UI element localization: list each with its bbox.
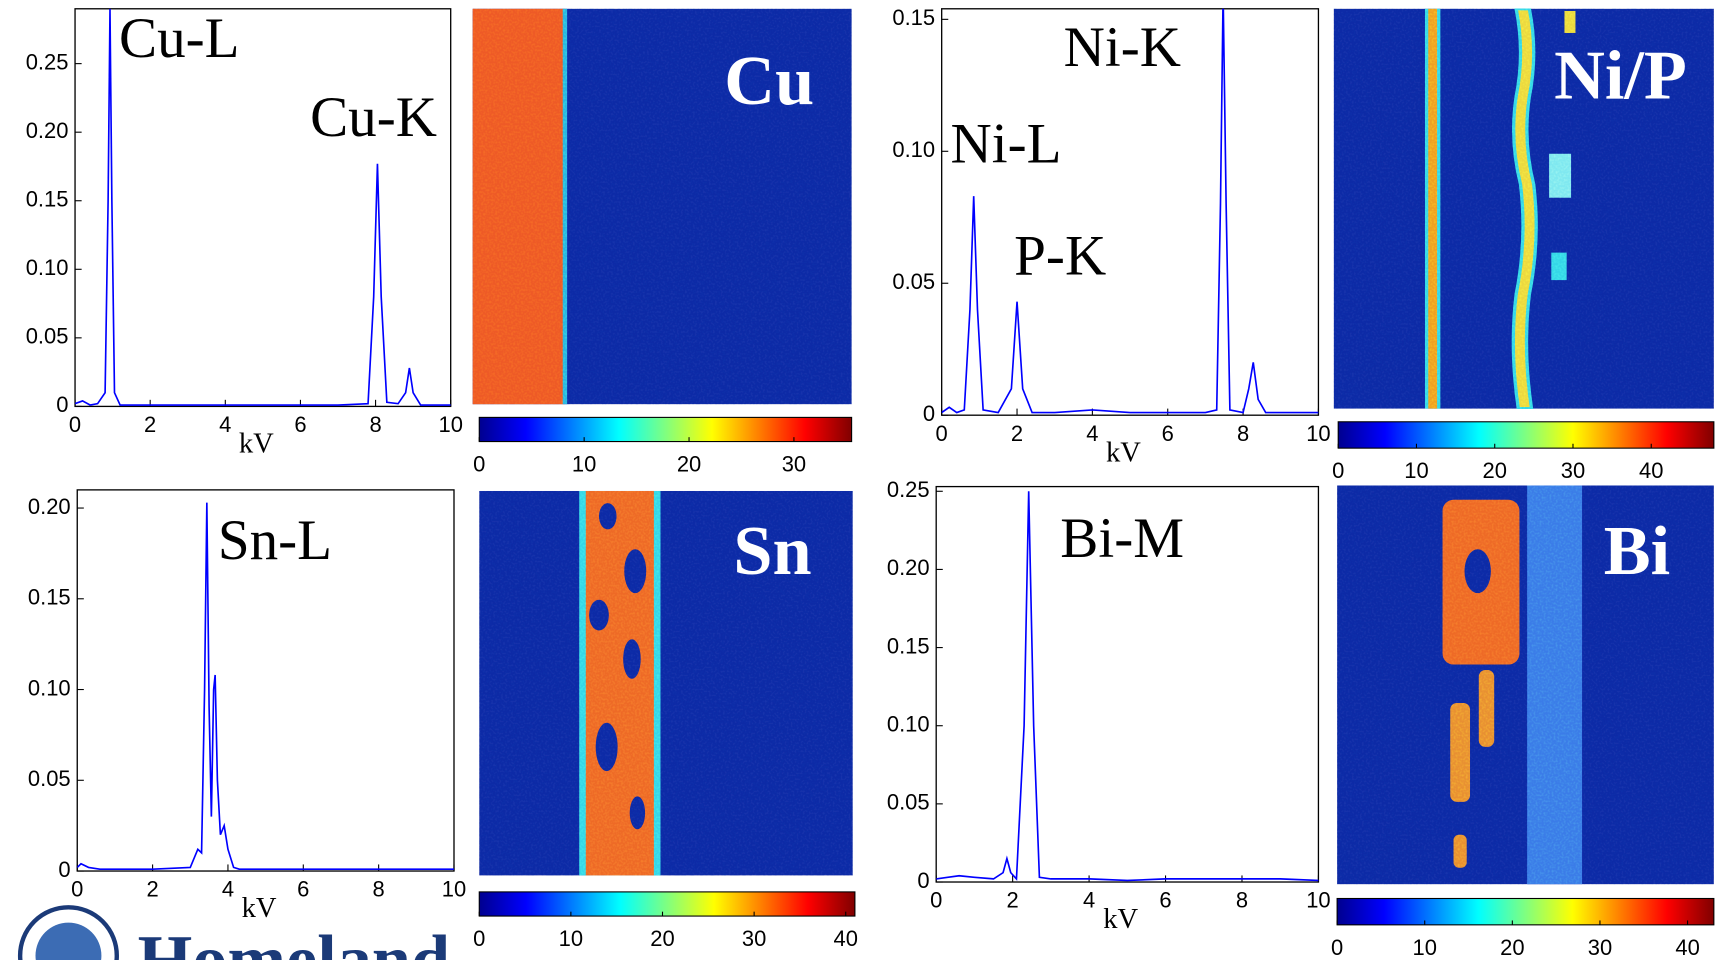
logo: Homeland [17, 905, 450, 960]
y-tick-label: 0.05 [26, 324, 69, 349]
y-tick-label: 0 [923, 401, 935, 426]
colorbar-tick-label: 10 [1404, 458, 1428, 483]
spectrum-line [75, 8, 451, 406]
x-tick-label: 8 [369, 412, 381, 437]
colorbar-tick-label: 0 [1332, 458, 1344, 483]
colorbar-tick-label: 20 [1500, 935, 1524, 960]
y-tick-label: 0.15 [28, 585, 71, 610]
x-tick-label: 10 [438, 412, 462, 437]
x-tick-label: 4 [1086, 421, 1098, 446]
spectrum-line [936, 491, 1319, 882]
colorbar-tick-label: 10 [1413, 935, 1437, 960]
bi-map-image [1337, 485, 1714, 885]
colorbar-tick-label: 0 [1331, 935, 1343, 960]
x-tick-label: 6 [1159, 888, 1171, 913]
x-tick-label: 2 [1007, 888, 1019, 913]
x-tick-label: 6 [1162, 421, 1174, 446]
plot-area [935, 485, 1320, 883]
map-label: Sn [733, 512, 811, 590]
y-tick-label: 0.15 [26, 187, 69, 212]
x-tick-label: 6 [294, 412, 306, 437]
x-tick-label: 10 [1306, 421, 1330, 446]
colorbar [1336, 897, 1715, 926]
colorbar-tick-label: 20 [1483, 458, 1507, 483]
y-tick-label: 0.05 [887, 790, 930, 815]
y-tick-label: 0.25 [887, 477, 930, 502]
sn-map-image [479, 490, 853, 876]
y-tick-label: 0.20 [887, 555, 930, 580]
colorbar-tick-label: 30 [742, 926, 766, 951]
plot-area [76, 489, 455, 872]
x-tick-label: 2 [144, 412, 156, 437]
spectrum-line [77, 502, 454, 871]
x-tick-label: 2 [146, 877, 158, 902]
colorbar-tick-label: 20 [650, 926, 674, 951]
x-tick-label: 8 [1237, 421, 1249, 446]
y-tick-label: 0 [58, 857, 70, 882]
colorbar-tick-label: 40 [834, 926, 858, 951]
y-tick-label: 0.10 [887, 712, 930, 737]
y-tick-label: 0.20 [26, 118, 69, 143]
spectrum-line [941, 8, 1319, 414]
peak-annotation: Sn-L [218, 509, 332, 572]
peak-annotation: Cu-K [310, 86, 437, 149]
cu-map-image [472, 8, 852, 405]
colorbar-tick-label: 30 [1561, 458, 1585, 483]
x-tick-label: 10 [442, 877, 466, 902]
colorbar-tick-label: 20 [677, 452, 701, 477]
colorbar-tick-label: 40 [1675, 935, 1699, 960]
colorbar-tick-label: 40 [1639, 458, 1663, 483]
map-label: Cu [724, 42, 814, 120]
y-tick-label: 0.25 [26, 49, 69, 74]
plot-area [941, 8, 1320, 416]
x-tick-label: 4 [222, 877, 234, 902]
x-tick-label: 10 [1306, 888, 1330, 913]
x-axis-label: kV [242, 893, 277, 924]
x-axis-label: kV [1106, 437, 1141, 468]
y-tick-label: 0.05 [892, 269, 935, 294]
x-axis-label: kV [239, 428, 274, 459]
peak-annotation: Ni-L [950, 112, 1061, 175]
y-tick-label: 0.15 [887, 633, 930, 658]
x-tick-label: 0 [71, 877, 83, 902]
peak-annotation: P-K [1014, 225, 1106, 288]
colorbar [478, 891, 856, 917]
y-tick-label: 0.20 [28, 494, 71, 519]
colorbar-tick-label: 30 [1588, 935, 1612, 960]
y-tick-label: 0 [56, 392, 68, 417]
map-label: Ni/P [1554, 37, 1687, 115]
colorbar [478, 416, 853, 443]
peak-annotation: Bi-M [1060, 507, 1184, 570]
y-tick-label: 0.10 [28, 675, 71, 700]
colorbar [1337, 421, 1715, 449]
y-tick-label: 0.10 [892, 137, 935, 162]
x-tick-label: 0 [69, 412, 81, 437]
y-tick-label: 0.05 [28, 766, 71, 791]
colorbar-tick-label: 0 [473, 926, 485, 951]
x-tick-label: 0 [936, 421, 948, 446]
y-tick-label: 0.10 [26, 255, 69, 280]
x-tick-label: 0 [930, 888, 942, 913]
map-label: Bi [1604, 512, 1670, 590]
peak-annotation: Ni-K [1064, 16, 1181, 79]
x-tick-label: 2 [1011, 421, 1023, 446]
plot-area [74, 8, 452, 408]
y-tick-label: 0 [917, 868, 929, 893]
x-tick-label: 8 [373, 877, 385, 902]
colorbar-tick-label: 30 [782, 452, 806, 477]
colorbar-tick-label: 0 [473, 452, 485, 477]
x-tick-label: 8 [1236, 888, 1248, 913]
x-tick-label: 6 [297, 877, 309, 902]
colorbar-tick-label: 10 [572, 452, 596, 477]
nip-map-image [1333, 7, 1714, 411]
peak-annotation: Cu-L [119, 7, 240, 70]
x-axis-label: kV [1103, 904, 1138, 935]
logo-text: Homeland [138, 921, 450, 960]
x-tick-label: 4 [219, 412, 231, 437]
x-tick-label: 4 [1083, 888, 1095, 913]
colorbar-tick-label: 10 [559, 926, 583, 951]
y-tick-label: 0.15 [892, 5, 935, 30]
